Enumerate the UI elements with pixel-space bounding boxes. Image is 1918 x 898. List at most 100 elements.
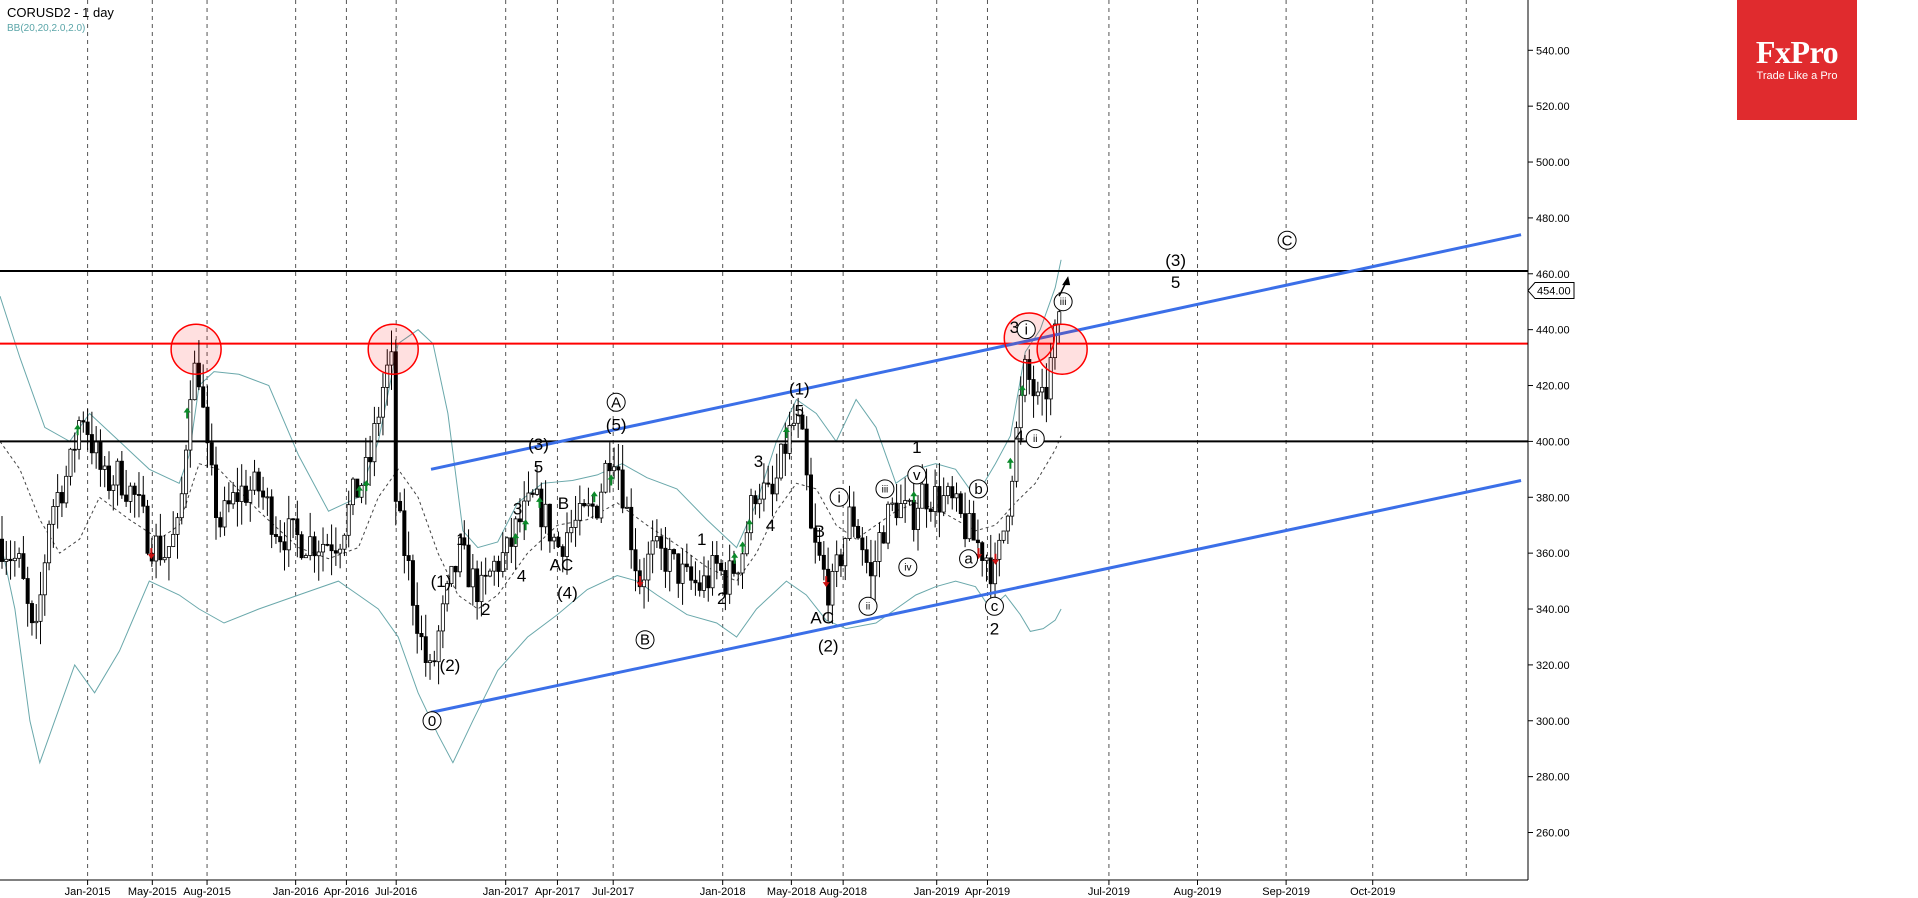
candle-body — [603, 462, 608, 493]
wave-label-circle — [858, 596, 878, 616]
candle-body — [860, 537, 865, 551]
candle-body — [565, 532, 570, 557]
candle-body — [171, 533, 176, 547]
wave-label: 1 — [697, 530, 706, 549]
plot-background — [0, 0, 1870, 880]
candle-body — [898, 503, 903, 519]
current-price-label: 454.00 — [1537, 286, 1571, 298]
wave-label: (2) — [818, 636, 839, 655]
signal-arrow-up-icon — [536, 496, 544, 508]
signal-arrow-up-icon — [782, 427, 790, 439]
candle-body — [141, 494, 146, 507]
candle-body — [359, 484, 364, 498]
candle-body — [226, 500, 231, 505]
candle-body — [243, 485, 248, 503]
candle-body — [907, 499, 912, 502]
wave-label: (1) — [431, 572, 452, 591]
candle-body — [612, 466, 617, 472]
wave-label: 4 — [766, 516, 775, 535]
candle-body — [890, 502, 895, 505]
wave-label: B — [558, 494, 569, 513]
candle-body — [1040, 386, 1045, 393]
candle-body — [770, 483, 775, 495]
candle-body — [552, 536, 557, 542]
highlight-circles — [170, 312, 1088, 375]
trend-channel-line — [430, 233, 1522, 471]
candle-body — [646, 553, 651, 581]
candle-body — [796, 414, 801, 424]
candle-body — [975, 539, 980, 544]
candle-body — [1010, 480, 1015, 517]
candle-body — [958, 493, 963, 515]
wave-label-circle — [984, 596, 1004, 616]
candle-body — [368, 457, 373, 463]
candle-body — [385, 364, 390, 388]
wave-label: 0 — [428, 713, 436, 730]
wave-label: ii — [866, 602, 870, 613]
candle-body — [145, 505, 150, 554]
wave-label: iii — [1060, 297, 1067, 308]
candle-body — [462, 537, 467, 546]
axes: 260.00 280.00 300.00 320.00 340.00 360.00 380.… — [0, 0, 1575, 898]
candle-body — [402, 510, 407, 556]
wave-label: (5) — [606, 416, 627, 435]
candle-body — [650, 540, 655, 555]
candle-body — [749, 495, 754, 534]
signal-arrow-up-icon — [1018, 385, 1026, 397]
candle-body — [723, 570, 728, 595]
wave-label: i — [1025, 322, 1028, 339]
candle-body — [1018, 394, 1023, 429]
candle-body — [693, 579, 698, 584]
candle-body — [136, 494, 141, 496]
candle-body — [89, 434, 94, 454]
candle-body — [984, 557, 989, 561]
candle-body — [560, 546, 565, 557]
candle-body — [128, 485, 133, 502]
signal-arrows — [74, 385, 1026, 588]
candle-body — [620, 469, 625, 509]
candle-body — [492, 560, 497, 572]
candle-body — [64, 475, 69, 504]
candle-body — [415, 604, 420, 634]
candle-body — [175, 517, 180, 535]
candle-body — [791, 422, 796, 426]
candle-body — [642, 579, 647, 588]
trend-channel — [430, 233, 1522, 714]
y-tick-label: 540.00 — [1536, 45, 1570, 57]
candle-body — [740, 553, 745, 574]
x-tick-label: Apr-2016 — [324, 886, 369, 898]
wave-label-circle — [829, 487, 849, 507]
highlight-circle — [367, 323, 419, 375]
candle-body — [68, 448, 73, 477]
candle-body — [590, 503, 595, 507]
candle-body — [774, 477, 779, 495]
signal-arrow-up-icon — [731, 552, 739, 564]
candle-body — [273, 534, 278, 537]
indicator-label: BB(20,20,2.0,2.0) — [7, 23, 86, 34]
signal-arrow-down-icon — [822, 576, 830, 588]
candle-body — [209, 442, 214, 466]
signal-arrow-up-icon — [739, 541, 747, 553]
candle-body — [188, 399, 193, 451]
x-tick-label: Jan-2017 — [483, 886, 529, 898]
candle-body — [1052, 323, 1057, 359]
wave-label-circle — [1053, 292, 1073, 312]
candle-body — [586, 503, 591, 507]
candle-body — [291, 518, 296, 521]
candle-body — [954, 493, 959, 499]
candle-body — [663, 547, 668, 572]
y-tick-label: 500.00 — [1536, 157, 1570, 169]
candle-body — [573, 519, 578, 528]
wave-label: iv — [904, 563, 911, 574]
candle-body — [42, 562, 47, 596]
signal-arrow-up-icon — [512, 533, 520, 545]
candle-body — [903, 500, 908, 504]
candle-body — [911, 499, 916, 530]
signal-arrow-up-icon — [74, 424, 82, 436]
candle-body — [252, 471, 257, 491]
wave-label-circle — [606, 392, 626, 412]
wave-label: 2 — [990, 620, 999, 639]
candle-body — [624, 506, 629, 509]
candle-body — [235, 492, 240, 502]
